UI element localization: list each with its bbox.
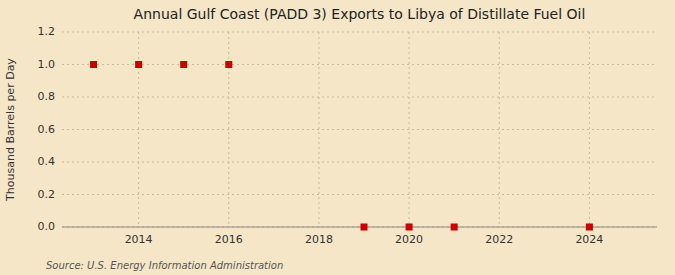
title: Annual Gulf Coast (PADD 3) Exports to Li…: [134, 6, 586, 22]
x-grid-line: [499, 32, 500, 227]
chart: 0.0 0.2 0.4 0.6 0.8 1.0 1.2 2014 2016 2018 2020 202…: [0, 0, 675, 275]
point: [586, 224, 593, 231]
point: [406, 224, 413, 231]
x-tick-label: 2024: [575, 233, 603, 246]
x-grid-line: [318, 32, 319, 227]
x-tick-label: 2022: [485, 233, 513, 246]
x-tick-label: 2020: [395, 233, 423, 246]
x-tick-label: 2014: [125, 233, 153, 246]
y-tick-label: 0.8: [38, 90, 56, 103]
y-grid-line: [62, 162, 657, 163]
y-grid-line: [62, 129, 657, 130]
x-tick-label: 2016: [215, 233, 243, 246]
y-grid-line: [62, 64, 657, 65]
y-tick-label: 1.0: [38, 58, 56, 71]
y-axis-label: Thousand Barrels per Day: [4, 58, 17, 202]
x-grid-line: [589, 32, 590, 227]
x-grid-line: [409, 32, 410, 227]
x-tick-label: 2018: [305, 233, 333, 246]
plot-area: [62, 32, 657, 227]
y-tick-label: 0.4: [38, 155, 56, 168]
y-tick-label: 1.2: [38, 25, 56, 38]
y-grid-line: [62, 227, 657, 228]
y-grid-line: [62, 32, 657, 33]
point: [90, 61, 97, 68]
point: [451, 224, 458, 231]
y-grid-line: [62, 97, 657, 98]
y-tick-label: 0.6: [38, 123, 56, 136]
y-grid-line: [62, 194, 657, 195]
y-tick-label: 0.0: [38, 220, 56, 233]
source-note: Source: U.S. Energy Information Administ…: [46, 260, 283, 271]
point: [135, 61, 142, 68]
point: [361, 224, 368, 231]
point: [180, 61, 187, 68]
x-axis-line: [62, 227, 657, 228]
points: [90, 61, 593, 231]
point: [225, 61, 232, 68]
grid: [62, 32, 657, 227]
y-tick-label: 0.2: [38, 188, 56, 201]
